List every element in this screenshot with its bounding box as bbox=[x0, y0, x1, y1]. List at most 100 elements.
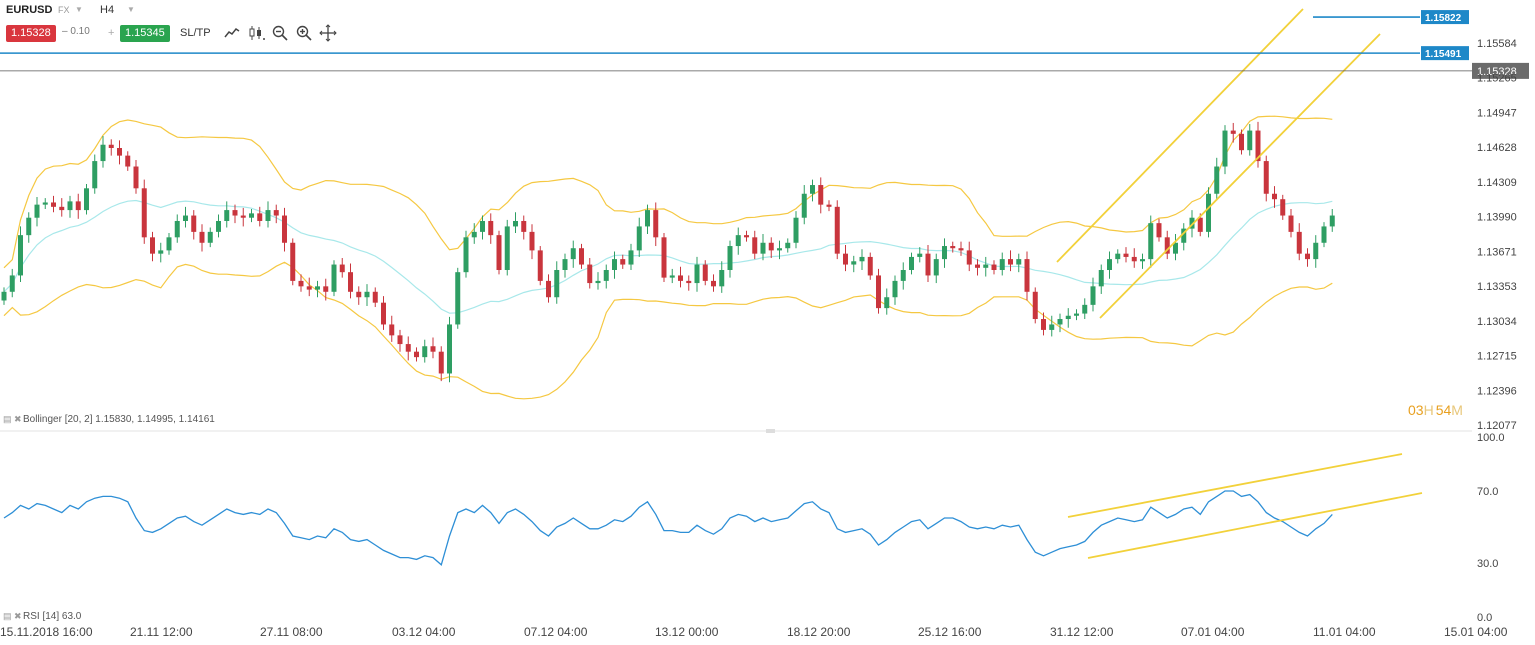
timeframe-dropdown-icon[interactable]: ▼ bbox=[127, 5, 135, 14]
bollinger-label[interactable]: Bollinger [20, 2] 1.15830, 1.14995, 1.14… bbox=[23, 414, 215, 425]
candle bbox=[537, 246, 543, 286]
time-axis: 15.11.2018 16:00 21.11 12:00 27.11 08:00 03… bbox=[0, 625, 1508, 639]
candle bbox=[925, 244, 931, 282]
sltp-button[interactable]: SL/TP bbox=[180, 27, 211, 39]
crosshair-icon[interactable] bbox=[319, 24, 337, 42]
candle bbox=[216, 214, 221, 238]
rsi-label[interactable]: RSI [14] 63.0 bbox=[23, 611, 82, 622]
candle bbox=[1131, 248, 1137, 268]
candle bbox=[34, 197, 40, 227]
panel-resize-handle[interactable] bbox=[766, 429, 775, 433]
candle bbox=[950, 241, 956, 253]
symbol-dropdown-icon[interactable]: ▼ bbox=[75, 5, 83, 14]
candle bbox=[1263, 155, 1269, 202]
line-price-tag[interactable] bbox=[1421, 46, 1469, 61]
candle bbox=[801, 185, 807, 225]
candle bbox=[273, 204, 279, 224]
price-tick: 1.14628 bbox=[1477, 142, 1517, 154]
candle bbox=[1032, 287, 1038, 324]
price-tick: 1.12077 bbox=[1477, 420, 1517, 432]
rsi-trendline-lower[interactable] bbox=[1087, 492, 1423, 559]
line-price-value: 1.15822 bbox=[1425, 13, 1462, 24]
sell-price-button[interactable]: 1.15328 bbox=[6, 25, 56, 42]
candle bbox=[562, 253, 568, 278]
zoom-out-icon[interactable] bbox=[271, 24, 289, 42]
candle bbox=[463, 230, 469, 278]
candle bbox=[207, 227, 213, 248]
candle bbox=[331, 260, 337, 297]
candle bbox=[174, 214, 180, 243]
candle bbox=[752, 230, 758, 260]
trendline-upper[interactable] bbox=[1056, 8, 1304, 263]
candle bbox=[554, 261, 560, 304]
candle bbox=[1239, 129, 1244, 155]
candle bbox=[323, 278, 329, 301]
zoom-in-icon[interactable] bbox=[295, 24, 313, 42]
rsi-trendline-upper[interactable] bbox=[1067, 453, 1403, 518]
candle bbox=[843, 244, 848, 272]
candle bbox=[818, 177, 824, 214]
candle bbox=[1024, 251, 1030, 301]
candle bbox=[851, 255, 857, 273]
candle bbox=[422, 339, 428, 363]
rsi-tick: 70.0 bbox=[1477, 486, 1498, 498]
candle bbox=[92, 154, 98, 194]
candle bbox=[793, 211, 799, 249]
candle bbox=[414, 347, 419, 362]
bar-countdown: 03H 54M bbox=[1408, 402, 1463, 418]
bollinger-settings-icon[interactable]: ▤ ✖ bbox=[3, 414, 22, 424]
candle bbox=[1098, 264, 1104, 294]
line-price-tag[interactable] bbox=[1421, 10, 1469, 25]
candle bbox=[158, 242, 164, 263]
timeframe-selector[interactable]: H4 bbox=[100, 4, 115, 16]
candle bbox=[1065, 308, 1071, 328]
candle bbox=[249, 209, 254, 223]
candle bbox=[702, 260, 708, 286]
candle bbox=[1107, 251, 1112, 279]
chart-toolbar: EURUSD FX ▼ H4 ▼ 1.15328 – 0.10 + 1.1534… bbox=[0, 0, 420, 48]
candle bbox=[224, 201, 230, 228]
candle bbox=[42, 198, 48, 210]
candle bbox=[438, 346, 444, 382]
candle bbox=[265, 201, 271, 228]
candle bbox=[579, 243, 584, 269]
candle bbox=[991, 260, 997, 275]
rsi-tick: 100.0 bbox=[1477, 432, 1505, 444]
candle bbox=[892, 275, 898, 305]
line-price-value: 1.15491 bbox=[1425, 49, 1462, 60]
candle bbox=[1230, 122, 1236, 143]
candle bbox=[1123, 247, 1129, 263]
time-tick: 18.12 20:00 bbox=[787, 625, 851, 639]
candle bbox=[529, 224, 535, 260]
candle bbox=[1280, 194, 1286, 220]
candle bbox=[834, 200, 840, 260]
candles bbox=[1, 121, 1335, 383]
candle bbox=[546, 274, 551, 303]
rsi-settings-icon[interactable]: ▤ ✖ bbox=[3, 611, 22, 621]
symbol-label[interactable]: EURUSD bbox=[6, 4, 53, 16]
candle bbox=[917, 247, 923, 263]
candle bbox=[620, 254, 626, 269]
bollinger-bands bbox=[3, 115, 1333, 400]
candle bbox=[306, 277, 312, 297]
candle bbox=[488, 213, 494, 244]
buy-price-button[interactable]: 1.15345 bbox=[120, 25, 170, 42]
time-tick: 25.12 16:00 bbox=[918, 625, 982, 639]
candle bbox=[1, 287, 7, 305]
trendline-lower[interactable] bbox=[1099, 33, 1381, 319]
candle bbox=[975, 259, 980, 276]
candle bbox=[826, 200, 832, 212]
line-chart-icon[interactable] bbox=[223, 24, 241, 42]
candle bbox=[430, 337, 436, 359]
candle bbox=[678, 266, 683, 288]
candle bbox=[1181, 223, 1187, 251]
candle bbox=[455, 267, 461, 329]
candle-type-icon[interactable] bbox=[248, 24, 266, 42]
candle bbox=[348, 263, 353, 299]
price-tick: 1.14947 bbox=[1477, 107, 1517, 119]
plus-icon: + bbox=[108, 27, 115, 39]
candle bbox=[389, 315, 395, 342]
horizontal-lines[interactable]: 1.15822 1.15491 1.15328 bbox=[0, 10, 1529, 79]
candle bbox=[909, 252, 914, 275]
